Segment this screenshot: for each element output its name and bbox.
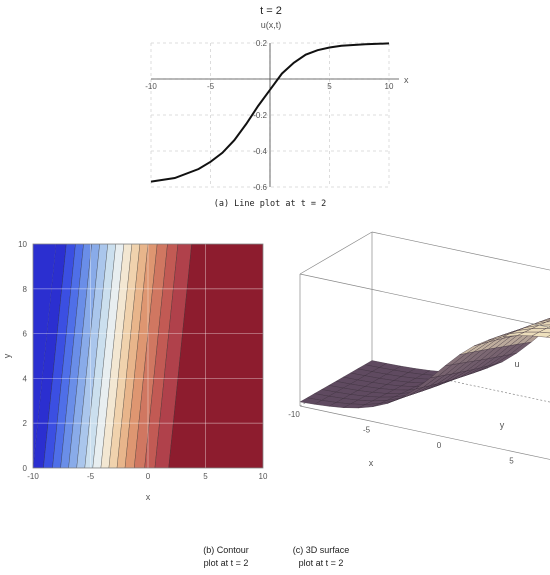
caption-a: (a) Line plot at t = 2 [213,199,327,209]
line-plot-y-tick: -0.6 [253,183,267,192]
contour-y-tick: 10 [18,240,27,249]
line-plot-y-label: u(x,t) [261,20,282,30]
contour-x-tick: 5 [203,472,208,481]
contour-band [116,244,149,468]
line-plot-title: t = 2 [260,5,282,17]
contour-x-label: x [146,492,151,502]
contour-band [144,244,179,468]
contour-y-tick: 6 [23,330,28,339]
contour-band [168,244,263,468]
line-plot-x-tick: -5 [207,82,215,91]
contour-y-tick: 0 [23,464,28,473]
contour-x-tick: -5 [87,472,95,481]
contour-band [154,244,192,468]
caption-b-line1: (b) Contour [203,545,249,555]
contour-band [100,244,133,468]
surface-x-tick: -10 [288,410,300,419]
caption-c-line2: plot at t = 2 [298,558,344,568]
contour-x-tick: 0 [146,472,151,481]
surface-mesh [299,317,550,409]
contour-band [133,244,168,468]
contour-band-edge [33,244,56,468]
contour-frame [32,243,264,469]
contour-bands [33,244,263,468]
line-plot-series-line [150,42,390,183]
line-plot-tick-labels: -10 -5 5 10 0.2 -0.2 -0.4 -0.6 [145,39,394,192]
contour-y-label: y [2,353,12,358]
caption-c: (c) 3D surface plot at t = 2 [276,544,366,570]
line-plot-y-tick: -0.4 [253,147,267,156]
contour-tick-labels: -10 -5 0 5 10 0 2 4 6 8 10 [18,240,268,481]
surface-patch [545,335,550,338]
surface-box-edge [371,231,550,271]
caption-b: (b) Contour plot at t = 2 [186,544,266,570]
line-plot-y-tick: -0.2 [253,111,267,120]
line-plot-y-tick: 0.2 [256,39,268,48]
surface-x-label: x [369,458,374,468]
contour-band [68,244,100,468]
contour-band [60,244,92,468]
surface-x-tick: -5 [363,426,371,435]
line-plot-x-tick: 5 [327,82,332,91]
contour-x-tick: 10 [259,472,268,481]
surface-y-label: y [500,420,505,430]
line-plot-x-tick: 10 [385,82,394,91]
contour-band [108,244,141,468]
caption-c-line1: (c) 3D surface [292,545,350,555]
contour-y-tick: 8 [23,285,28,294]
contour-band [76,244,109,468]
contour-y-tick: 2 [23,419,28,428]
line-plot-x-label: x [404,75,409,85]
contour-band [124,244,158,468]
surface-box-edge [299,231,373,275]
contour-band [43,244,76,468]
surface-patch [546,320,550,323]
caption-b-line2: plot at t = 2 [203,558,249,568]
surface-box-edge [299,273,550,328]
surface-x-tick: 5 [509,457,514,466]
surface-tick-labels: -10-5051005100.20.0-0.2-0.4 [288,410,514,466]
contour-band [84,244,117,468]
surface-patch [531,331,550,338]
line-plot: t = 2 u(x,t) -10 -5 5 10 0.2 -0.2 -0.4 -0.6 x [145,5,409,192]
contour-y-tick: 4 [23,374,28,383]
surface-z-label: u [514,359,519,369]
surface-plot: -10-5051005100.20.0-0.2-0.4 x y u [288,231,550,468]
contour-plot: -10 -5 0 5 10 0 2 4 6 8 10 x y [2,240,268,502]
surface-box-edge [299,405,550,460]
surface-box-front [299,273,550,460]
surface-x-tick: 0 [437,441,442,450]
contour-grid [33,244,263,468]
contour-band [92,244,125,468]
line-plot-x-tick: -10 [145,82,157,91]
line-plot-axes [151,43,399,187]
contour-x-tick: -10 [27,472,39,481]
contour-band [52,244,84,468]
